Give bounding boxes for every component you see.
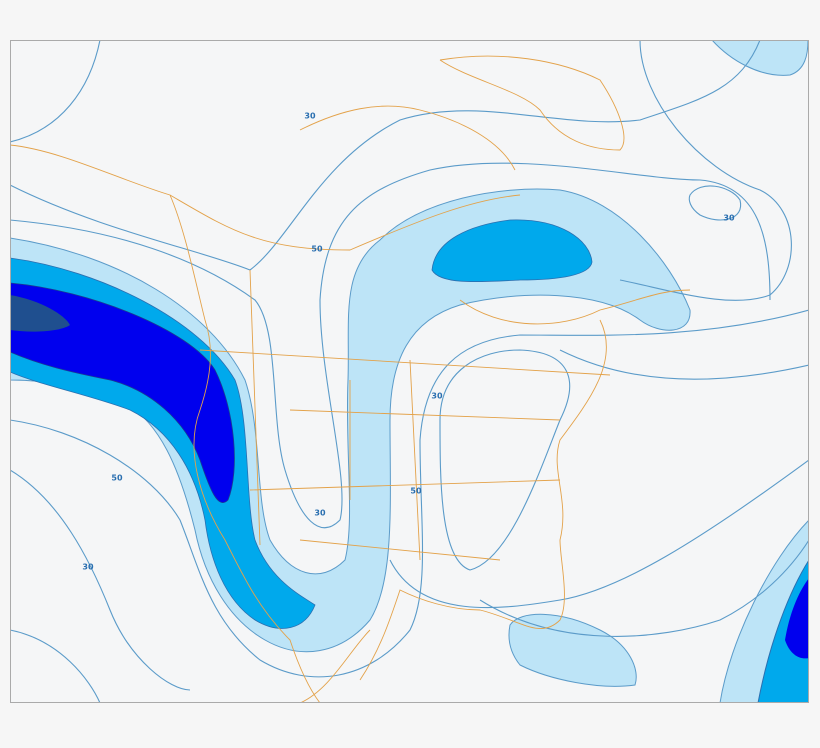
coastline — [10, 144, 691, 703]
contour-label: 30 — [82, 563, 94, 572]
border — [199, 269, 611, 561]
contour — [688, 185, 742, 221]
shade-dark — [785, 578, 809, 659]
shade-darkest — [10, 295, 70, 332]
contour-label: 50 — [410, 487, 422, 496]
contour — [10, 469, 191, 691]
contour — [10, 40, 761, 271]
contour — [559, 349, 809, 380]
map-area — [10, 40, 809, 703]
shade-medium — [431, 219, 593, 283]
contour-labels: 30 50 30 30 50 50 30 30 — [82, 112, 735, 572]
contour-label: 30 — [723, 214, 735, 223]
contour — [10, 40, 101, 143]
contour — [389, 459, 809, 609]
coastline — [299, 55, 625, 171]
contour — [439, 349, 571, 571]
shade-light — [508, 613, 637, 687]
map-frame — [10, 40, 809, 703]
contour — [619, 40, 792, 301]
contour-label: 30 — [304, 112, 316, 121]
shade-dark — [10, 282, 235, 503]
contour — [10, 162, 771, 529]
contour — [10, 629, 101, 703]
contour-label: 30 — [314, 509, 326, 518]
contour-label: 50 — [311, 245, 323, 254]
contour-label: 50 — [111, 474, 123, 483]
contour-label: 30 — [431, 392, 443, 401]
shade-light — [711, 40, 809, 76]
contour — [10, 309, 809, 678]
